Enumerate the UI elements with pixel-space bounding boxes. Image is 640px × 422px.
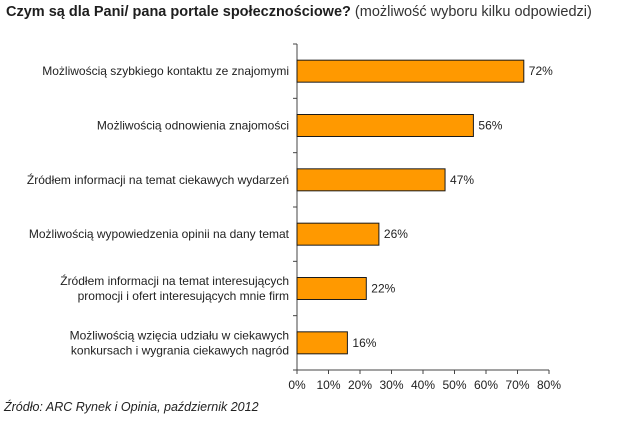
chart-title: Czym są dla Pani/ pana portale społeczno… — [6, 3, 636, 21]
bar-value-label: 56% — [478, 119, 502, 133]
chart-title-main: Czym są dla Pani/ pana portale społeczno… — [6, 4, 351, 20]
bar-value-label: 26% — [384, 227, 408, 241]
bar-value-label: 16% — [352, 336, 376, 350]
value-tick-label: 80% — [537, 378, 561, 392]
value-tick-label: 30% — [379, 378, 403, 392]
value-tick-label: 50% — [442, 378, 466, 392]
value-tick-label: 40% — [411, 378, 435, 392]
bar-value-label: 47% — [450, 173, 474, 187]
category-label: konkursach i wygrania ciekawych nagród — [71, 343, 289, 357]
source-note: Źródło: ARC Rynek i Opinia, październik … — [4, 400, 259, 414]
value-tick-label: 20% — [348, 378, 372, 392]
category-label: Możliwością wypowiedzenia opinii na dany… — [29, 227, 290, 241]
category-label: Możliwością szybkiego kontaktu ze znajom… — [42, 64, 289, 78]
value-tick-label: 70% — [505, 378, 529, 392]
category-label: Źródłem informacji na temat interesujący… — [60, 273, 289, 288]
bar-5 — [296, 277, 367, 300]
value-tick-label: 60% — [474, 378, 498, 392]
bar-3 — [296, 168, 446, 192]
value-tick-label: 0% — [288, 378, 306, 392]
bar-2 — [296, 114, 474, 137]
category-label: Źródłem informacji na temat ciekawych wy… — [27, 172, 289, 187]
chart-title-note: (możliwość wyboru kilku odpowiedzi) — [354, 4, 592, 20]
bar-1 — [296, 59, 525, 83]
bar-4 — [296, 222, 380, 246]
value-tick-label: 10% — [316, 378, 340, 392]
category-label: Możliwością odnowienia znajomości — [97, 119, 289, 133]
bar-value-label: 22% — [371, 282, 395, 296]
category-label: Możliwością wzięcia udziału w ciekawych — [70, 328, 289, 342]
category-label: promocji i ofert interesujących mnie fir… — [78, 289, 289, 303]
bar-6 — [296, 331, 348, 355]
bar-value-label: 72% — [529, 64, 553, 78]
